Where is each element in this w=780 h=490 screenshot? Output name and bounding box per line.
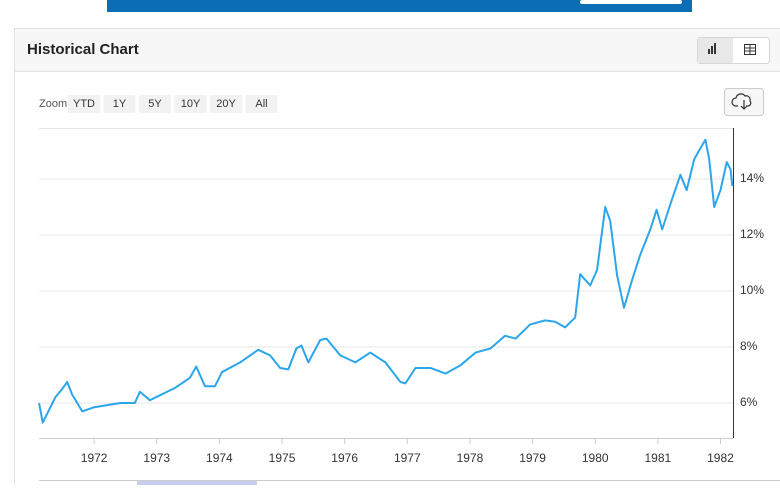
x-tick-label: 1973 <box>143 451 170 465</box>
x-tick-label: 1978 <box>457 451 484 465</box>
zoom-button-label[interactable]: 10Y <box>181 98 201 110</box>
x-tick-label: 1977 <box>394 451 421 465</box>
y-tick-label: 6% <box>740 395 758 409</box>
zoom-button-label[interactable]: 5Y <box>148 98 162 110</box>
x-tick-label: 1979 <box>519 451 546 465</box>
x-tick-label: 1974 <box>206 451 233 465</box>
x-tick-label: 1980 <box>582 451 609 465</box>
navigator-selection[interactable] <box>137 481 257 485</box>
y-tick-label: 8% <box>740 339 758 353</box>
x-tick-label: 1972 <box>81 451 108 465</box>
download-button[interactable] <box>725 89 764 116</box>
icon-bar <box>711 46 713 54</box>
y-tick-label: 12% <box>740 227 764 241</box>
zoom-label: Zoom <box>39 98 67 110</box>
zoom-button-label[interactable]: 20Y <box>216 98 236 110</box>
zoom-button-label[interactable]: All <box>255 98 267 110</box>
zoom-button-label[interactable]: YTD <box>73 98 95 110</box>
y-tick-label: 10% <box>740 283 764 297</box>
x-tick-label: 1975 <box>269 451 296 465</box>
view-toggle[interactable] <box>698 38 770 64</box>
icon-bar <box>714 43 716 54</box>
zoom-button-label[interactable]: 1Y <box>113 98 127 110</box>
icon-bar <box>708 49 710 54</box>
x-tick-label: 1982 <box>707 451 734 465</box>
panel-title: Historical Chart <box>27 41 139 58</box>
x-tick-label: 1976 <box>331 451 358 465</box>
y-tick-label: 14% <box>740 171 764 185</box>
banner-box <box>580 0 682 4</box>
x-tick-label: 1981 <box>644 451 671 465</box>
